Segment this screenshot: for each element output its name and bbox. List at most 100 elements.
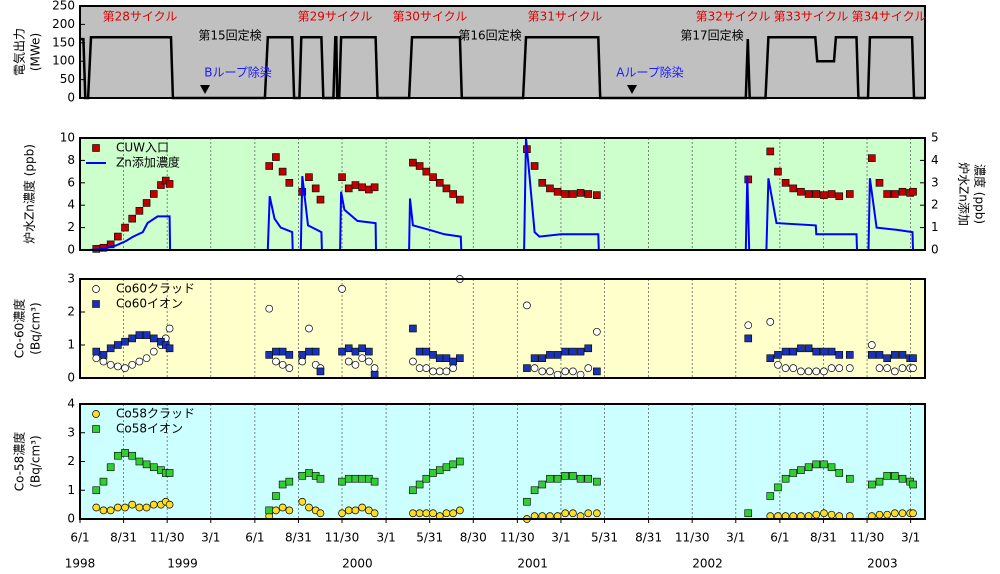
marker-square bbox=[875, 179, 884, 187]
marker-square bbox=[442, 354, 451, 363]
marker-square bbox=[827, 347, 836, 356]
marker-square bbox=[338, 477, 346, 486]
legend-marker bbox=[92, 144, 100, 152]
marker-square bbox=[812, 347, 821, 356]
marker-square bbox=[530, 162, 539, 170]
year-label: 2003 bbox=[867, 557, 898, 571]
marker-circle bbox=[121, 364, 129, 372]
marker-square bbox=[272, 492, 280, 500]
marker-square bbox=[781, 179, 790, 187]
marker-square bbox=[883, 354, 891, 363]
marker-circle bbox=[584, 509, 593, 518]
marker-square bbox=[114, 232, 122, 241]
y-tick-label: 3 bbox=[67, 272, 75, 286]
y-tick-label: 4 bbox=[67, 397, 75, 411]
marker-square bbox=[265, 506, 274, 515]
marker-square bbox=[883, 190, 891, 198]
marker-circle bbox=[316, 509, 325, 518]
cycle-label: 第29サイクル bbox=[298, 10, 373, 24]
plot-frame bbox=[79, 137, 926, 251]
marker-square bbox=[845, 474, 854, 483]
marker-circle bbox=[827, 364, 836, 372]
y-tick-label: 100 bbox=[52, 54, 75, 68]
legend-label: Zn添加濃度 bbox=[116, 155, 180, 170]
marker-circle bbox=[875, 364, 884, 372]
marker-square bbox=[827, 190, 836, 198]
marker-square bbox=[422, 167, 431, 176]
marker-square bbox=[569, 472, 577, 480]
marker-square bbox=[415, 480, 424, 489]
marker-square bbox=[898, 187, 907, 196]
marker-square bbox=[316, 474, 325, 483]
marker-square bbox=[435, 354, 444, 363]
marker-circle bbox=[890, 509, 899, 518]
marker-square bbox=[891, 351, 899, 359]
y-tick-label: 200 bbox=[52, 17, 75, 31]
marker-circle bbox=[370, 509, 379, 518]
marker-circle bbox=[422, 509, 431, 518]
marker-square bbox=[278, 167, 287, 176]
marker-square bbox=[538, 480, 547, 489]
marker-circle bbox=[442, 509, 451, 518]
marker-square bbox=[165, 469, 174, 477]
marker-square bbox=[804, 344, 813, 353]
marker-square bbox=[351, 474, 360, 483]
y-axis-label: (Bq/cm³) bbox=[29, 302, 43, 354]
marker-circle bbox=[344, 506, 353, 515]
year-label: 2001 bbox=[517, 557, 548, 571]
y-tick-label: 2 bbox=[67, 305, 75, 319]
marker-square bbox=[909, 187, 917, 196]
marker-circle bbox=[128, 360, 137, 369]
y-axis-label: Co-58濃度 bbox=[12, 432, 27, 492]
marker-square bbox=[569, 347, 577, 356]
marker-square bbox=[835, 351, 844, 359]
marker-circle bbox=[99, 357, 108, 366]
marker-square bbox=[584, 474, 593, 483]
marker-square bbox=[875, 477, 884, 486]
marker-circle bbox=[442, 367, 451, 376]
marker-circle bbox=[106, 360, 115, 369]
marker-square bbox=[781, 474, 790, 483]
marker-square bbox=[370, 183, 379, 192]
y-axis-label: (Bq/cm³) bbox=[29, 435, 43, 487]
marker-square bbox=[875, 351, 884, 359]
marker-square bbox=[265, 351, 274, 359]
marker-square bbox=[121, 449, 129, 457]
marker-square bbox=[835, 192, 844, 201]
marker-square bbox=[442, 184, 451, 193]
year-label: 1998 bbox=[65, 557, 96, 571]
x-tick-label: 5/31 bbox=[591, 531, 618, 545]
marker-square bbox=[891, 472, 899, 480]
marker-square bbox=[415, 162, 424, 170]
marker-square bbox=[804, 463, 813, 472]
y2-tick-label: 0 bbox=[931, 243, 939, 257]
y-axis-label: (MWe) bbox=[29, 33, 43, 71]
decontamination-label: Bループ除染 bbox=[204, 65, 272, 80]
marker-circle bbox=[272, 357, 280, 366]
y-tick-label: 0 bbox=[67, 91, 75, 105]
marker-square bbox=[135, 331, 144, 339]
marker-circle bbox=[561, 367, 570, 376]
marker-square bbox=[909, 354, 917, 363]
marker-square bbox=[409, 486, 417, 495]
marker-circle bbox=[99, 506, 108, 515]
x-tick-label: 8/31 bbox=[110, 531, 137, 545]
marker-square bbox=[845, 351, 854, 359]
marker-square bbox=[593, 477, 601, 486]
y-axis-label: 炉水Zn濃度 (ppb) bbox=[22, 144, 37, 244]
marker-circle bbox=[165, 324, 174, 333]
marker-circle bbox=[797, 367, 805, 376]
cycle-label: 第32サイクル bbox=[696, 10, 771, 24]
marker-circle bbox=[285, 506, 294, 515]
marker-circle bbox=[422, 364, 431, 372]
marker-circle bbox=[845, 364, 854, 372]
marker-circle bbox=[135, 357, 144, 366]
marker-square bbox=[121, 337, 129, 346]
marker-circle bbox=[142, 503, 151, 512]
marker-square bbox=[561, 190, 570, 198]
y-tick-label: 1 bbox=[67, 483, 75, 497]
marker-square bbox=[523, 497, 531, 506]
marker-square bbox=[429, 469, 437, 477]
marker-circle bbox=[165, 500, 174, 509]
year-label: 1999 bbox=[167, 557, 198, 571]
